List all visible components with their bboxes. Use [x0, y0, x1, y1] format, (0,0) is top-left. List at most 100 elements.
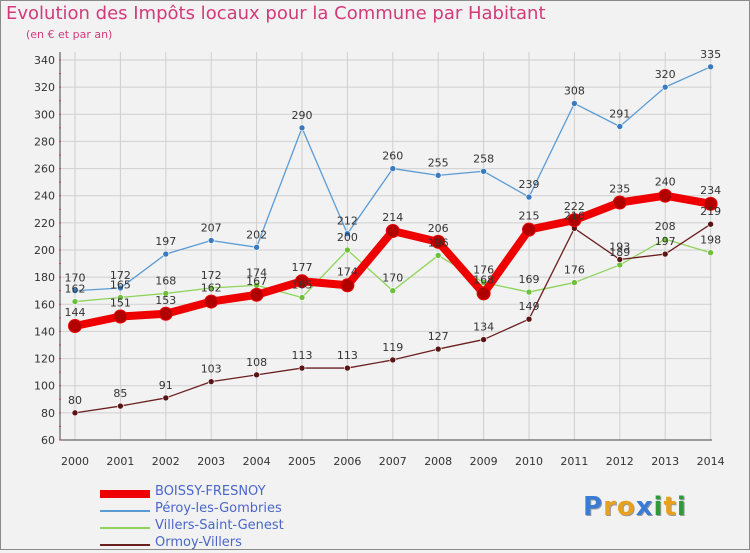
data-point	[207, 237, 215, 244]
data-label: 108	[246, 356, 267, 369]
data-label: 167	[246, 275, 267, 288]
data-point	[612, 195, 627, 210]
legend-label: Péroy-les-Gombries	[155, 501, 282, 516]
data-label: 165	[292, 279, 313, 292]
data-label: 260	[382, 150, 403, 163]
data-label: 198	[700, 234, 721, 247]
data-label: 207	[201, 222, 222, 235]
data-point	[567, 213, 582, 228]
data-label: 222	[564, 200, 585, 213]
data-label: 168	[473, 273, 494, 286]
data-label: 170	[382, 272, 403, 285]
data-point	[480, 167, 487, 175]
data-label: 258	[473, 152, 494, 165]
legend-swatch-boissy	[100, 490, 150, 498]
y-tick-label: 180	[34, 271, 55, 284]
data-point	[207, 378, 215, 385]
y-tick-label: 160	[34, 298, 55, 311]
data-label: 216	[564, 209, 585, 222]
proxiti-logo: Proxiti	[583, 492, 687, 522]
data-label: 290	[292, 109, 313, 122]
data-label: 119	[382, 341, 403, 354]
logo-letter: i	[653, 492, 664, 522]
data-point	[71, 287, 79, 295]
data-point	[113, 309, 128, 324]
data-label: 320	[655, 68, 676, 81]
axes	[59, 52, 712, 441]
tick-labels: 60 80 100 120 140 160 180 200 220 240 260 280 300 320…	[34, 54, 725, 468]
data-label: 206	[428, 222, 449, 235]
data-point	[616, 261, 624, 269]
data-point	[525, 288, 533, 296]
data-label: 197	[655, 235, 676, 248]
x-tick-label: 2002	[152, 455, 180, 468]
data-label: 174	[337, 265, 358, 278]
data-label: 172	[110, 269, 131, 282]
y-tick-label: 100	[34, 380, 55, 393]
data-label: 91	[159, 379, 173, 392]
data-point	[522, 222, 536, 237]
data-point	[707, 249, 714, 257]
data-point	[295, 274, 309, 289]
data-point	[340, 278, 355, 293]
data-point	[707, 63, 714, 71]
data-label: 202	[246, 228, 267, 241]
data-label: 240	[655, 176, 676, 189]
data-label: 151	[110, 297, 131, 310]
y-tick-label: 280	[34, 135, 55, 148]
data-label: 80	[68, 394, 82, 407]
y-tick-label: 60	[41, 434, 55, 447]
x-tick-label: 2001	[106, 455, 134, 468]
data-label: 168	[155, 274, 176, 287]
data-point	[480, 336, 487, 343]
data-point	[661, 83, 669, 91]
logo-letter: P	[583, 492, 604, 522]
data-label: 149	[519, 300, 540, 313]
data-point	[385, 224, 400, 238]
data-label: 235	[609, 183, 630, 196]
data-point	[707, 220, 714, 228]
data-label: 113	[337, 349, 358, 362]
data-point	[117, 402, 124, 410]
data-label: 219	[700, 205, 721, 218]
data-point	[117, 284, 124, 292]
y-tick-label: 240	[34, 190, 55, 203]
data-point	[71, 298, 79, 305]
data-label: 239	[519, 178, 540, 191]
data-point	[434, 252, 442, 259]
data-label: 200	[337, 231, 358, 244]
chart-subtitle: (en € et par an)	[26, 28, 113, 41]
y-tick-label: 320	[34, 81, 55, 94]
data-point	[298, 294, 306, 301]
data-point	[344, 364, 351, 372]
legend-label: BOISSY-FRESNOY	[155, 484, 266, 499]
legend-swatch-ormoy	[100, 544, 150, 546]
x-tick-label: 2000	[61, 455, 89, 468]
data-label: 208	[655, 220, 676, 233]
data-point	[389, 287, 397, 295]
y-tick-label: 260	[34, 163, 55, 176]
data-point	[68, 319, 82, 333]
data-point	[476, 286, 491, 301]
data-point	[158, 306, 173, 321]
data-point	[207, 284, 215, 292]
x-tick-label: 2011	[560, 455, 588, 468]
data-label: 308	[564, 84, 585, 97]
data-point	[434, 345, 442, 353]
x-tick-label: 2006	[333, 455, 361, 468]
data-label: 172	[201, 269, 222, 282]
data-point	[658, 188, 673, 203]
data-point	[71, 409, 79, 417]
data-label: 134	[473, 321, 494, 334]
x-tick-label: 2013	[651, 455, 679, 468]
data-point	[616, 256, 624, 263]
y-tick-label: 340	[34, 54, 55, 67]
legend-label: Villers-Saint-Genest	[155, 518, 284, 533]
data-label: 127	[428, 330, 449, 343]
data-label: 103	[201, 363, 222, 376]
legend-swatch-villers	[100, 527, 150, 529]
plot-area	[60, 52, 712, 440]
data-point	[616, 123, 624, 130]
data-label: 193	[609, 241, 630, 254]
